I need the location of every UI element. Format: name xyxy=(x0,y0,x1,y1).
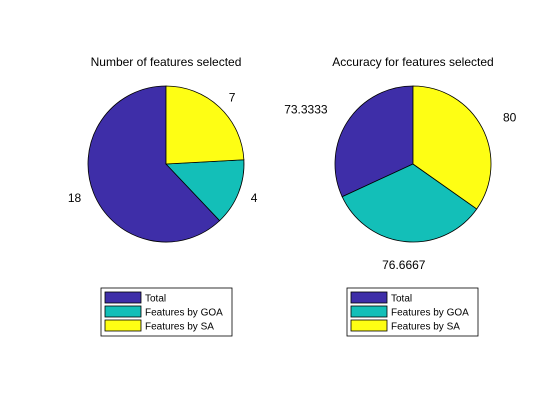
pie-slice-features-by-sa xyxy=(412,85,492,210)
legend-swatch xyxy=(104,305,142,318)
chart-title: Number of features selected xyxy=(91,55,242,69)
pie-slice-total xyxy=(334,85,414,198)
slice-label: 73.3333 xyxy=(284,102,328,116)
legend-label: Features by SA xyxy=(391,322,460,333)
legend-swatch xyxy=(104,291,142,304)
pie-slice-features-by-goa xyxy=(341,163,478,243)
pie-slice-features-by-sa xyxy=(165,85,245,165)
slice-label: 18 xyxy=(68,191,82,205)
legend: Total Features by GOA Features by SA xyxy=(100,287,233,337)
legend-label: Total xyxy=(391,294,412,305)
slice-label: 76.6667 xyxy=(382,258,426,272)
legend-label: Features by SA xyxy=(145,322,214,333)
slice-label: 7 xyxy=(229,91,236,105)
legend-label: Features by GOA xyxy=(145,308,223,319)
pie-chart-2: Accuracy for features selected 73.3333 76.… xyxy=(284,55,517,337)
legend-swatch xyxy=(104,319,142,332)
pie-chart-1: Number of features selected 18 4 7 Total Feat… xyxy=(68,55,258,337)
legend-label: Total xyxy=(145,294,166,305)
chart-title: Accuracy for features selected xyxy=(332,55,493,69)
legend-swatch xyxy=(350,305,388,318)
legend: Total Features by GOA Features by SA xyxy=(346,287,479,337)
slice-label: 80 xyxy=(503,110,517,124)
slice-label: 4 xyxy=(251,191,258,205)
legend-swatch xyxy=(350,319,388,332)
pie-slice-features-by-goa xyxy=(165,159,245,222)
pie-slice-total xyxy=(87,85,221,243)
legend-label: Features by GOA xyxy=(391,308,469,319)
legend-swatch xyxy=(350,291,388,304)
